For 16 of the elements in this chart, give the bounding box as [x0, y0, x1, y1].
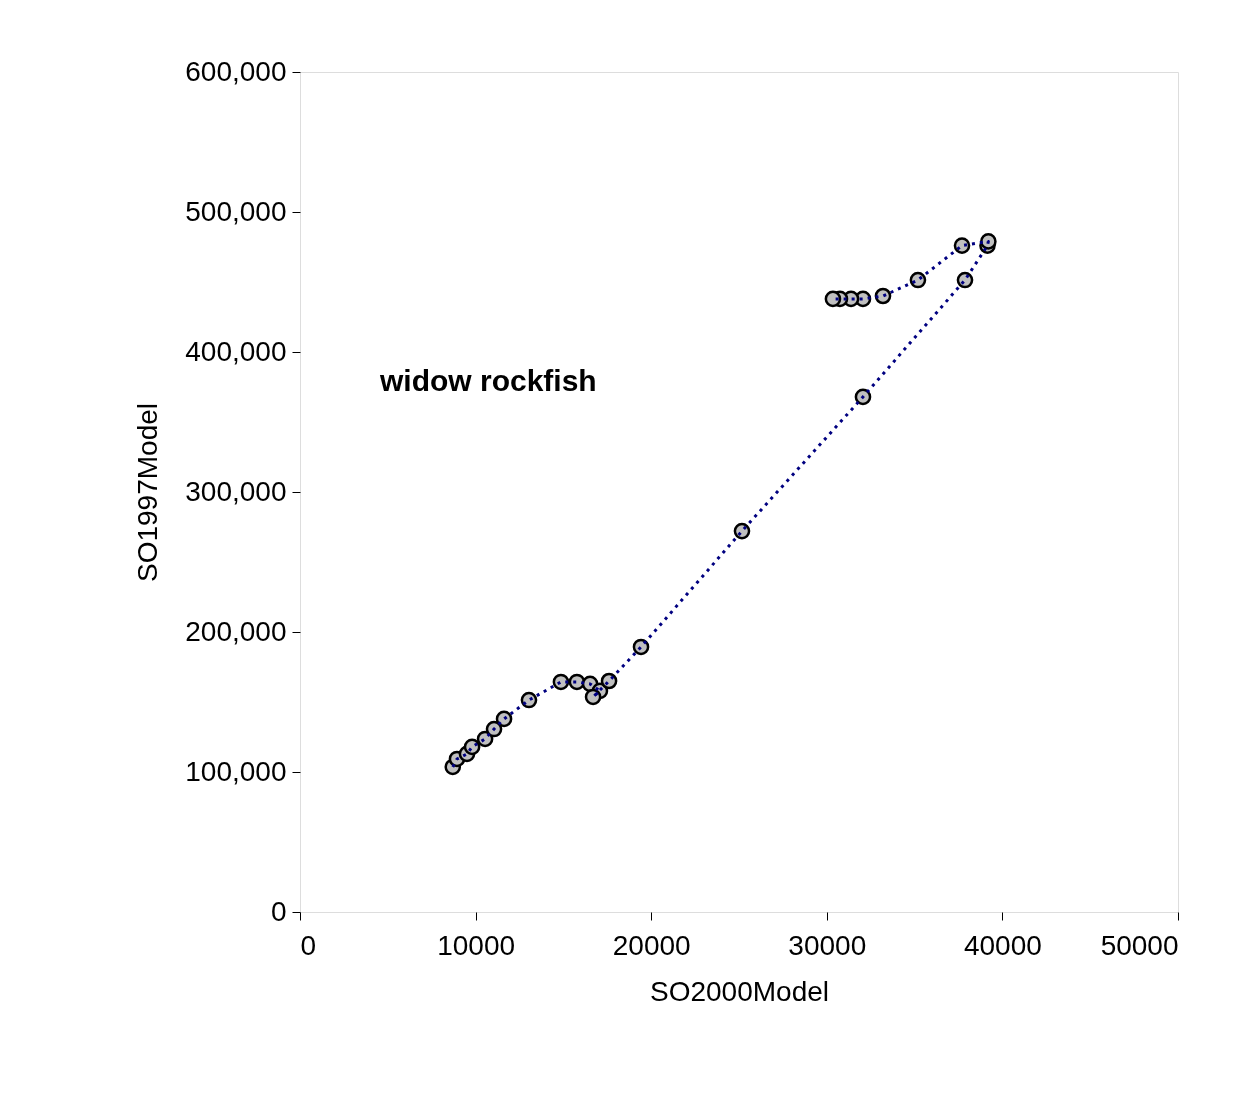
y-tick-label: 600,000: [185, 55, 287, 87]
x-axis-title: SO2000Model: [649, 975, 830, 1007]
x-tick-label: 10000: [437, 929, 516, 961]
y-tick-label: 100,000: [185, 755, 287, 787]
x-tick-label: 0: [300, 929, 317, 961]
y-tick-label: 300,000: [185, 475, 287, 507]
annotation: widow rockfish: [379, 364, 597, 397]
y-tick-label: 400,000: [185, 335, 287, 367]
x-tick-label: 20000: [612, 929, 691, 961]
y-tick-label: 500,000: [185, 195, 287, 227]
x-tick-label: 40000: [963, 929, 1042, 961]
y-axis-title: SO1997Model: [132, 402, 164, 583]
x-tick-label: 30000: [788, 929, 867, 961]
y-tick-label: 0: [270, 895, 287, 927]
x-tick-label: 50000: [1100, 929, 1179, 961]
y-tick-label: 200,000: [185, 615, 287, 647]
